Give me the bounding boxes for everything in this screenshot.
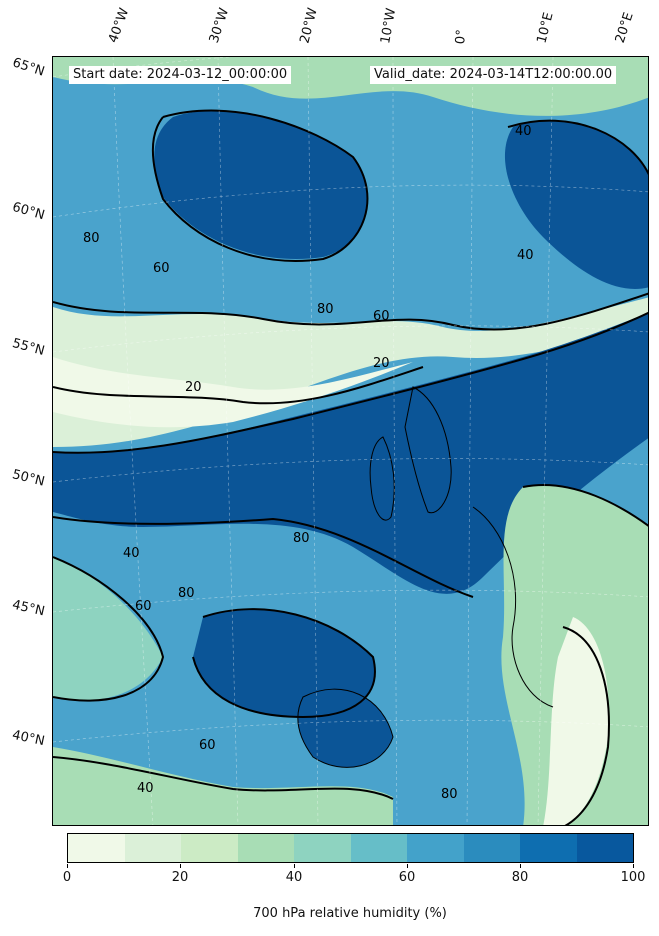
- contour-line-80-south: [192, 608, 376, 719]
- colorbar-segment: [294, 834, 351, 862]
- britain-coastline: [404, 386, 452, 514]
- contour-label-20-b: 20: [373, 356, 390, 371]
- colorbar-segment: [407, 834, 464, 862]
- start-date-stamp: Start date: 2024-03-12_00:00:00: [69, 66, 292, 84]
- contour-line-60-south: [53, 311, 648, 454]
- contour-label-80-d: 80: [178, 586, 195, 601]
- colorbar-segment: [520, 834, 577, 862]
- contour-label-40-b: 40: [517, 248, 534, 263]
- lat-label-65n: 65°N: [10, 55, 47, 80]
- colorbar-segment: [576, 834, 633, 862]
- lon-label-10w: 10°W: [378, 7, 400, 46]
- contour-label-80-e: 80: [441, 787, 458, 802]
- colorbar-ticklabel: 100: [620, 870, 646, 885]
- driest-core: [53, 357, 413, 428]
- graticule: [53, 57, 648, 825]
- humidity-field: 20 20 40 40 40 40 60 60 60 60 80 80 80 8…: [53, 57, 648, 825]
- iberia-saturated-area: [297, 689, 393, 768]
- colorbar-ticklabel: 20: [171, 870, 189, 885]
- colorbar-tick: [67, 864, 68, 868]
- lon-label-20e: 20°E: [612, 10, 637, 46]
- southwest-moist-patch: [53, 557, 163, 701]
- contour-label-80-a: 80: [83, 231, 100, 246]
- contour-label-80-c: 80: [293, 531, 310, 546]
- lon-label-0: 0°: [453, 28, 470, 45]
- lat-label-55n: 55°N: [10, 336, 47, 359]
- colorbar-tick: [407, 864, 408, 868]
- northeast-saturated-area: [505, 120, 648, 289]
- contour-label-40-a: 40: [515, 124, 532, 139]
- colorbar: [67, 833, 634, 863]
- southeast-dry-tongue: [543, 617, 609, 825]
- colorbar-segment: [124, 834, 181, 862]
- contour-label-60-c: 60: [135, 599, 152, 614]
- contour-line-20: [53, 366, 424, 405]
- contour-label-60-b: 60: [373, 309, 390, 324]
- contour-label-40-d: 40: [137, 781, 154, 796]
- lon-label-30w: 30°W: [206, 6, 233, 45]
- colorbar-segment: [237, 834, 294, 862]
- contour-line-40-southwest: [53, 556, 165, 702]
- ireland-coastline: [369, 436, 395, 521]
- contour-label-60-a: 60: [153, 261, 170, 276]
- colorbar-ticklabel: 40: [285, 870, 303, 885]
- lon-label-20w: 20°W: [297, 6, 321, 46]
- lat-label-60n: 60°N: [10, 199, 47, 224]
- lat-label-40n: 40°N: [10, 727, 46, 750]
- lon-label-10e: 10°E: [534, 11, 557, 45]
- colorbar-segment: [350, 834, 407, 862]
- southern-moist-strip: [53, 747, 393, 825]
- lon-label-40w: 40°W: [105, 6, 133, 45]
- colorbar-ticklabel: 0: [62, 870, 72, 885]
- colorbar-tick: [180, 864, 181, 868]
- contour-line-80-central: [53, 516, 474, 598]
- colorbar-segment: [463, 834, 520, 862]
- colorbar-tick: [294, 864, 295, 868]
- contour-lines: [53, 109, 648, 825]
- contour-line-60-north: [53, 292, 648, 331]
- coastlines: [297, 386, 554, 768]
- colorbar-segment: [68, 834, 125, 862]
- france-coastline: [472, 506, 554, 708]
- humidity-map: 20 20 40 40 40 40 60 60 60 60 80 80 80 8…: [52, 56, 649, 826]
- colorbar-ticklabel: 80: [511, 870, 529, 885]
- lat-label-50n: 50°N: [10, 467, 47, 490]
- contour-label-60-d: 60: [199, 738, 216, 753]
- colorbar-tick: [633, 864, 634, 868]
- contour-label-20-a: 20: [185, 380, 202, 395]
- contour-labels: 20 20 40 40 40 40 60 60 60 60 80 80 80 8…: [83, 124, 534, 802]
- colorbar-label: 700 hPa relative humidity (%): [253, 906, 447, 921]
- contour-line-20-southeast: [562, 626, 610, 825]
- contour-label-40-c: 40: [123, 546, 140, 561]
- contour-line-40-northeast: [507, 119, 648, 176]
- colorbar-ticklabel: 60: [398, 870, 416, 885]
- colorbar-segment: [181, 834, 238, 862]
- contour-label-80-b: 80: [317, 302, 334, 317]
- north-saturated-area: [154, 110, 368, 259]
- lat-label-45n: 45°N: [10, 597, 47, 620]
- valid-date-stamp: Valid_date: 2024-03-14T12:00:00.00: [370, 66, 617, 84]
- contour-line-40-south: [53, 756, 394, 800]
- contour-line-80-north: [151, 109, 369, 262]
- iberia-coastline: [297, 688, 394, 768]
- colorbar-tick: [520, 864, 521, 868]
- contour-line-40-southeast: [522, 484, 648, 527]
